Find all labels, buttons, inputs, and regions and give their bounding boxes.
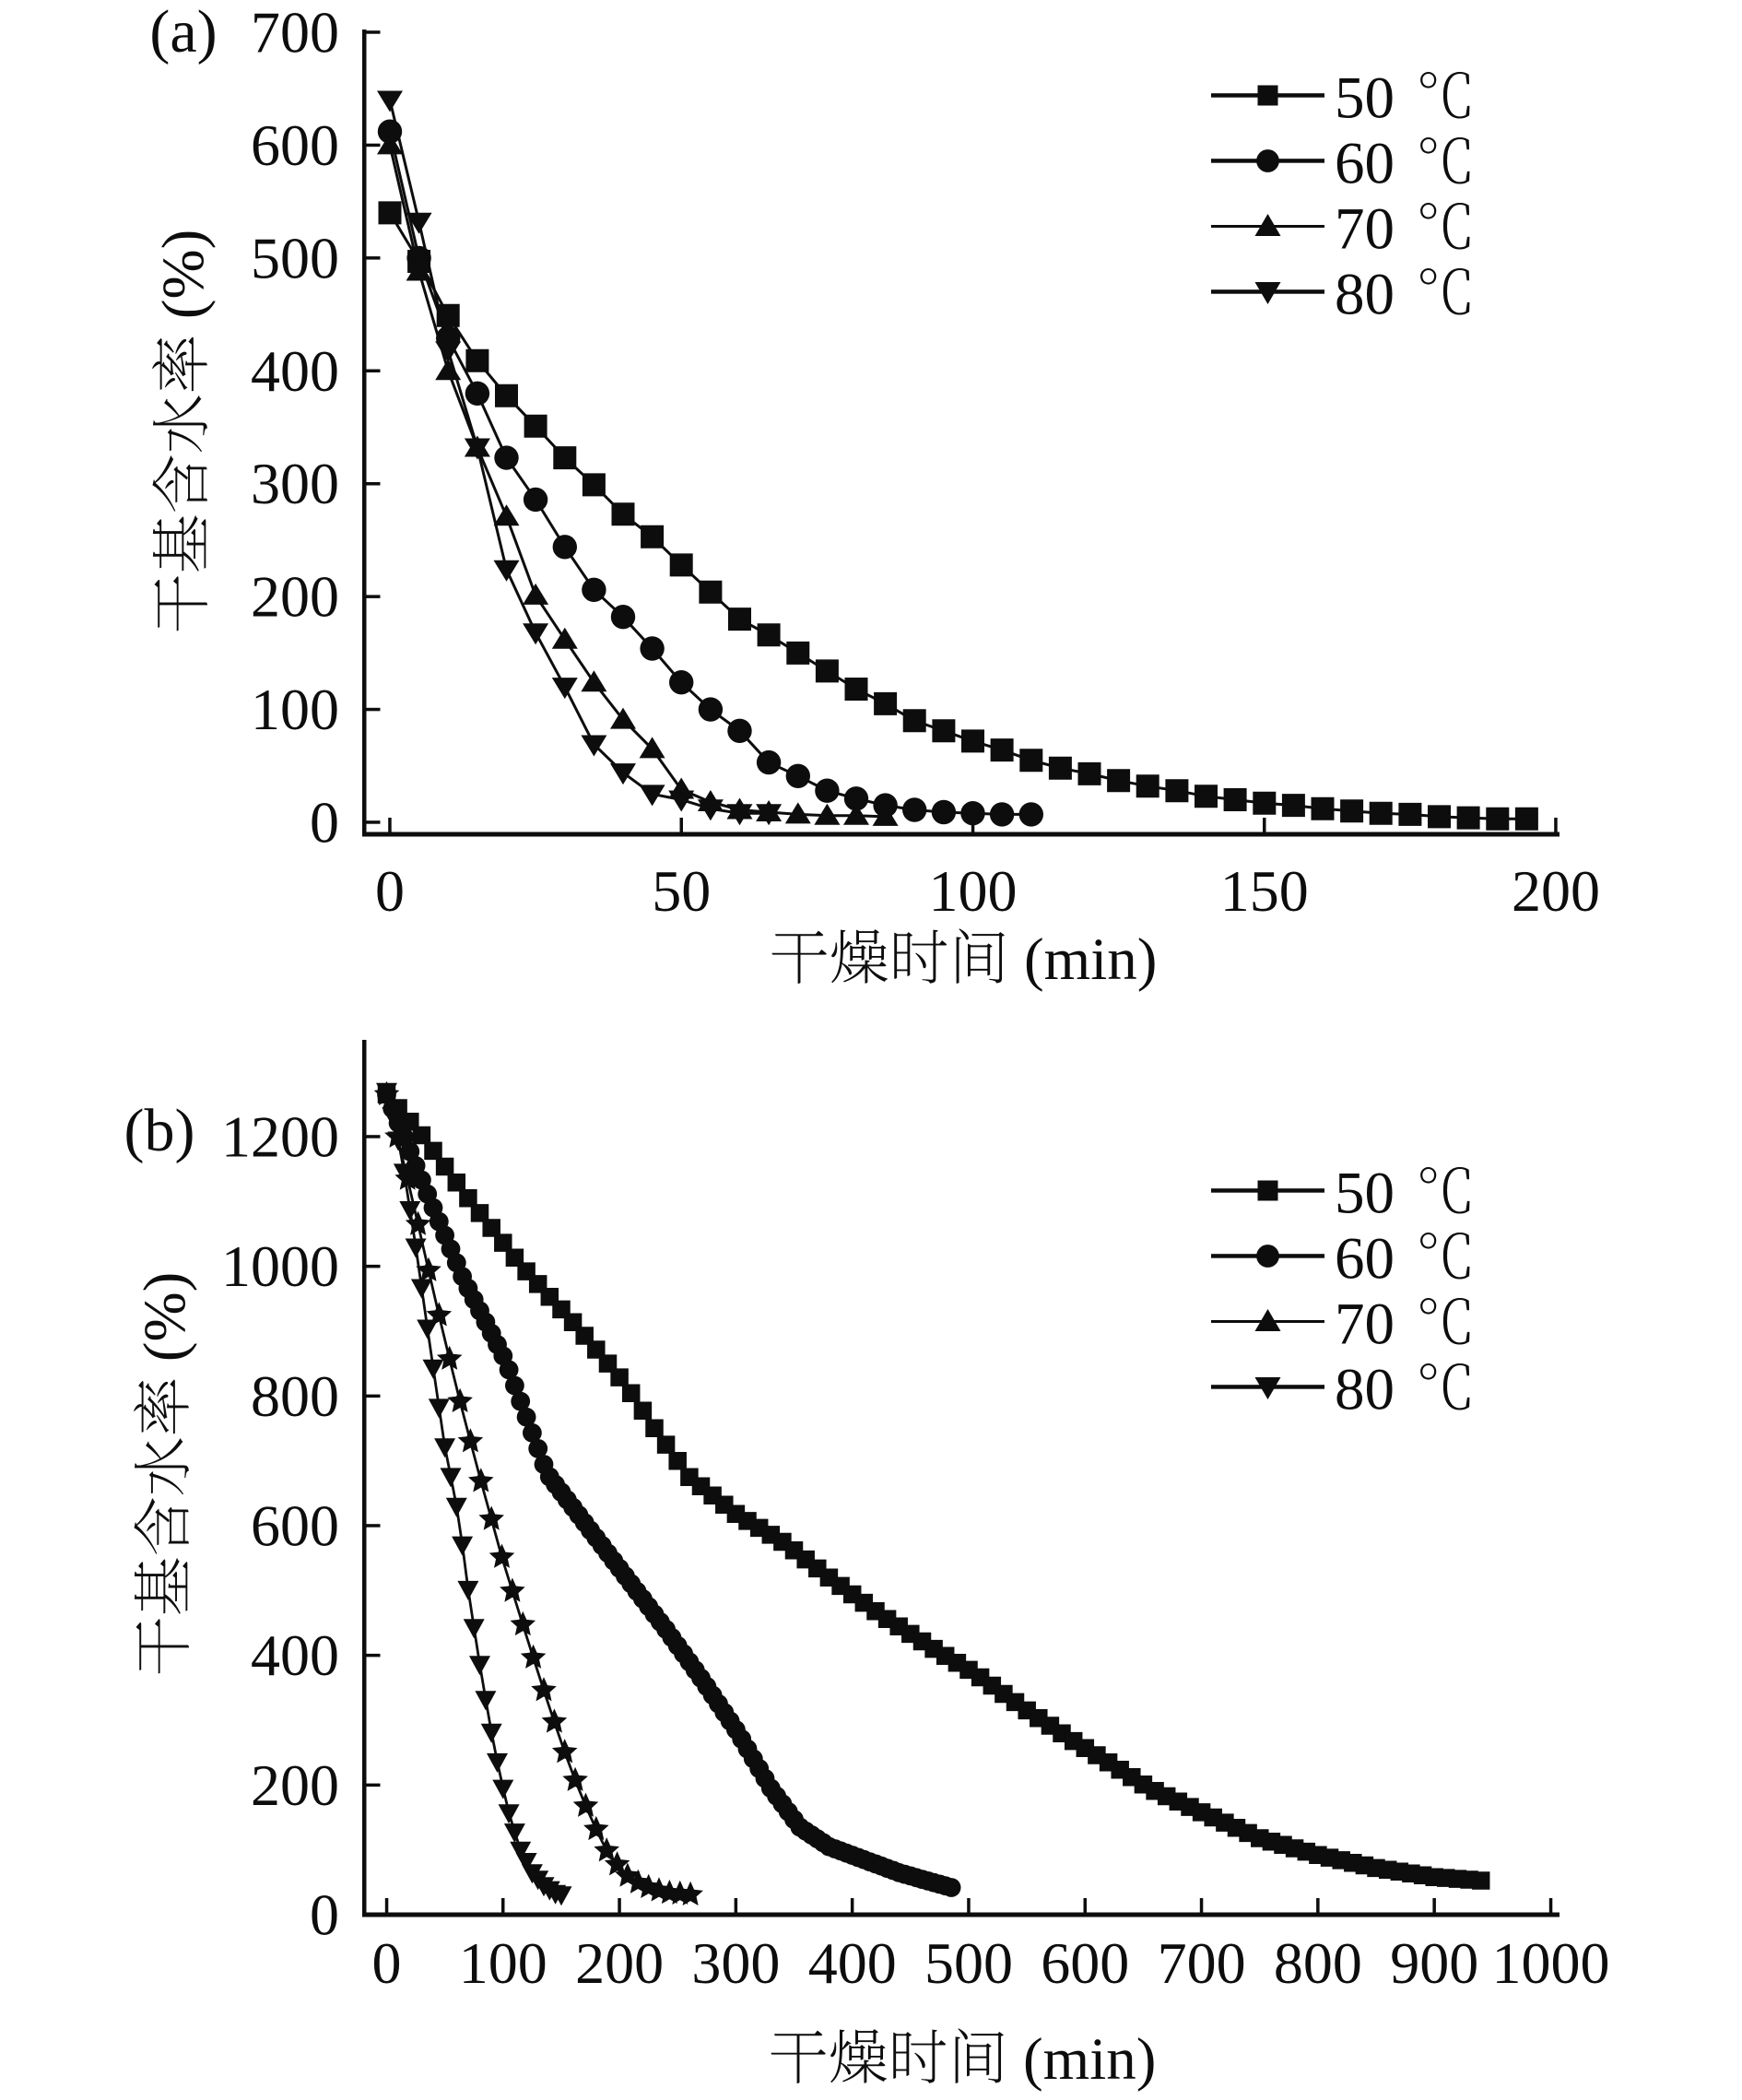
svg-text:50: 50 [1335, 1161, 1395, 1227]
svg-text:0: 0 [310, 1882, 339, 1948]
svg-text:(%): (%) [150, 230, 217, 319]
svg-text:0: 0 [372, 1930, 402, 1996]
svg-text:1000: 1000 [221, 1233, 339, 1299]
svg-text:(%): (%) [132, 1272, 198, 1362]
svg-text:100: 100 [251, 677, 339, 742]
svg-text:(min): (min) [1023, 2026, 1156, 2093]
svg-text:600: 600 [251, 1493, 339, 1559]
svg-text:70: 70 [1335, 1292, 1395, 1358]
svg-text:700: 700 [1158, 1930, 1246, 1996]
svg-text:800: 800 [251, 1363, 339, 1429]
svg-text:800: 800 [1274, 1930, 1362, 1996]
svg-text:50: 50 [1335, 65, 1395, 132]
svg-text:70: 70 [1335, 196, 1395, 263]
svg-text:300: 300 [691, 1930, 780, 1996]
svg-text:500: 500 [251, 225, 339, 290]
svg-text:300: 300 [251, 451, 339, 516]
svg-text:900: 900 [1390, 1930, 1478, 1996]
svg-text:0: 0 [310, 790, 339, 855]
svg-text:(b): (b) [124, 1097, 195, 1164]
svg-text:400: 400 [251, 1622, 339, 1688]
svg-text:600: 600 [1041, 1930, 1129, 1996]
svg-text:200: 200 [251, 1752, 339, 1818]
svg-text:600: 600 [251, 112, 339, 178]
svg-text:400: 400 [808, 1930, 897, 1996]
svg-text:60: 60 [1335, 131, 1395, 197]
svg-text:700: 700 [251, 0, 339, 65]
svg-text:200: 200 [1512, 858, 1600, 924]
svg-text:1000: 1000 [1492, 1930, 1610, 1996]
svg-text:100: 100 [459, 1930, 547, 1996]
svg-text:80: 80 [1335, 1357, 1395, 1423]
svg-text:80: 80 [1335, 262, 1395, 328]
svg-text:60: 60 [1335, 1226, 1395, 1292]
svg-text:100: 100 [929, 858, 1018, 924]
svg-text:200: 200 [251, 564, 339, 630]
svg-text:50: 50 [652, 858, 711, 924]
svg-text:(a): (a) [149, 0, 217, 65]
svg-text:0: 0 [375, 858, 405, 924]
svg-text:400: 400 [251, 338, 339, 404]
svg-text:(min): (min) [1024, 926, 1157, 993]
svg-text:500: 500 [924, 1930, 1013, 1996]
svg-text:150: 150 [1220, 858, 1309, 924]
svg-text:200: 200 [575, 1930, 664, 1996]
svg-text:1200: 1200 [221, 1104, 339, 1170]
